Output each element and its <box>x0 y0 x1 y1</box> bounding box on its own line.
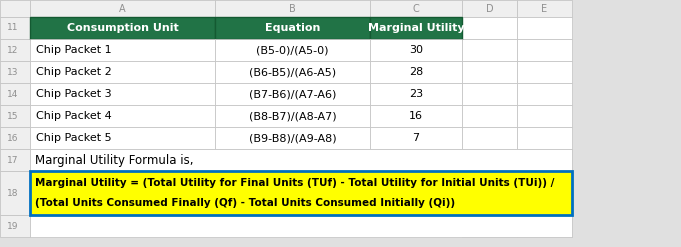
Bar <box>0 105 30 127</box>
Text: (B6-B5)/(A6-A5): (B6-B5)/(A6-A5) <box>249 67 336 77</box>
Text: 11: 11 <box>7 23 19 33</box>
Bar <box>517 17 572 39</box>
Bar <box>215 83 370 105</box>
Text: Marginal Utility = (Total Utility for Final Units (TUf) - Total Utility for Init: Marginal Utility = (Total Utility for Fi… <box>35 178 554 188</box>
Bar <box>30 0 215 17</box>
Bar <box>462 149 517 171</box>
Bar <box>370 105 462 127</box>
Bar <box>30 127 215 149</box>
Text: 23: 23 <box>409 89 423 99</box>
Text: (Total Units Consumed Finally (Qf) - Total Units Consumed Initially (Qi)): (Total Units Consumed Finally (Qf) - Tot… <box>35 198 455 208</box>
Bar <box>517 0 572 17</box>
Bar <box>462 0 517 17</box>
Bar <box>215 105 370 127</box>
Text: Chip Packet 3: Chip Packet 3 <box>36 89 112 99</box>
Text: 15: 15 <box>7 111 19 121</box>
Bar <box>370 39 462 61</box>
Text: Marginal Utility: Marginal Utility <box>368 23 464 33</box>
Bar <box>0 83 30 105</box>
Bar <box>370 127 462 149</box>
Bar <box>30 215 572 237</box>
Text: 18: 18 <box>7 188 19 198</box>
Text: Marginal Utility Formula is,: Marginal Utility Formula is, <box>35 153 193 166</box>
Text: C: C <box>413 3 419 14</box>
Bar <box>462 215 517 237</box>
Bar <box>30 17 215 39</box>
Bar <box>517 83 572 105</box>
Text: 7: 7 <box>413 133 419 143</box>
Bar <box>0 171 30 215</box>
Bar <box>215 0 370 17</box>
Bar <box>462 171 517 215</box>
Bar <box>30 105 215 127</box>
Bar <box>462 105 517 127</box>
Bar <box>215 127 370 149</box>
Bar <box>0 17 30 39</box>
Text: E: E <box>541 3 548 14</box>
Bar <box>462 127 517 149</box>
Bar <box>215 17 370 39</box>
Text: 16: 16 <box>7 133 19 143</box>
Bar <box>30 83 215 105</box>
Text: 28: 28 <box>409 67 423 77</box>
Text: A: A <box>119 3 126 14</box>
Bar <box>0 149 30 171</box>
Text: 12: 12 <box>7 45 18 55</box>
Text: 13: 13 <box>7 67 19 77</box>
Bar <box>30 171 572 215</box>
Bar <box>370 61 462 83</box>
Bar <box>0 215 30 237</box>
Text: Chip Packet 4: Chip Packet 4 <box>36 111 112 121</box>
Text: Chip Packet 2: Chip Packet 2 <box>36 67 112 77</box>
Bar <box>370 83 462 105</box>
Bar <box>517 105 572 127</box>
Text: (B8-B7)/(A8-A7): (B8-B7)/(A8-A7) <box>249 111 336 121</box>
Text: Consumption Unit: Consumption Unit <box>67 23 178 33</box>
Text: D: D <box>486 3 493 14</box>
Bar <box>517 61 572 83</box>
Bar <box>0 127 30 149</box>
Text: (B9-B8)/(A9-A8): (B9-B8)/(A9-A8) <box>249 133 336 143</box>
Bar <box>0 39 30 61</box>
Bar <box>517 171 572 215</box>
Text: Chip Packet 5: Chip Packet 5 <box>36 133 112 143</box>
Bar <box>462 61 517 83</box>
Bar <box>215 61 370 83</box>
Bar <box>517 127 572 149</box>
Bar <box>462 17 517 39</box>
Text: (B7-B6)/(A7-A6): (B7-B6)/(A7-A6) <box>249 89 336 99</box>
Bar <box>30 39 215 61</box>
Text: 17: 17 <box>7 156 19 165</box>
Text: 16: 16 <box>409 111 423 121</box>
Bar <box>370 17 462 39</box>
Bar <box>0 61 30 83</box>
Bar <box>462 39 517 61</box>
Bar <box>0 0 30 17</box>
Bar <box>517 215 572 237</box>
Bar <box>30 61 215 83</box>
Text: Chip Packet 1: Chip Packet 1 <box>36 45 112 55</box>
Bar <box>517 39 572 61</box>
Text: Equation: Equation <box>265 23 320 33</box>
Text: B: B <box>289 3 296 14</box>
Text: 19: 19 <box>7 222 19 230</box>
Bar <box>462 83 517 105</box>
Text: 30: 30 <box>409 45 423 55</box>
Bar <box>370 0 462 17</box>
Bar <box>517 149 572 171</box>
Text: (B5-0)/(A5-0): (B5-0)/(A5-0) <box>256 45 329 55</box>
Bar <box>215 39 370 61</box>
Bar <box>30 149 572 171</box>
Text: 14: 14 <box>7 89 18 99</box>
